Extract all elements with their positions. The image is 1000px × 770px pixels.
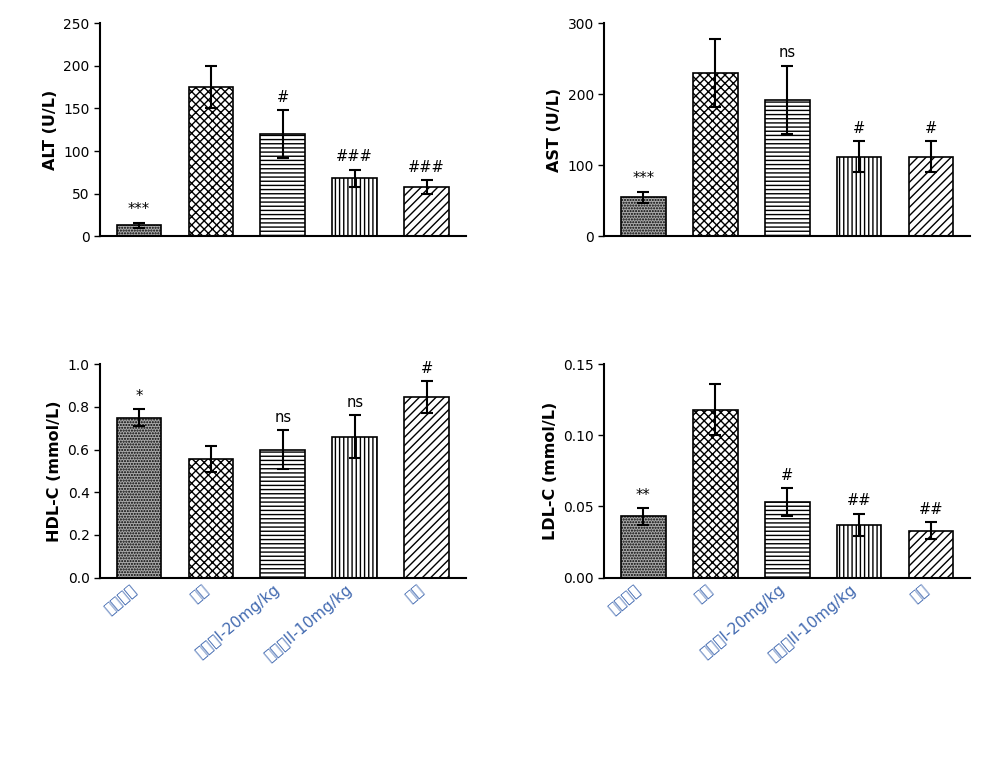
Text: ##: ## — [847, 494, 871, 508]
Y-axis label: HDL-C (mmol/L): HDL-C (mmol/L) — [47, 400, 62, 541]
Text: #: # — [925, 121, 937, 136]
Bar — [189, 87, 233, 236]
Bar — [693, 410, 738, 578]
Bar — [621, 197, 666, 236]
Text: #: # — [853, 121, 865, 136]
Bar — [765, 100, 810, 236]
Bar — [332, 437, 377, 578]
Text: #: # — [781, 467, 793, 483]
Bar — [404, 187, 449, 236]
Text: #: # — [421, 361, 433, 376]
Bar — [837, 157, 881, 236]
Bar — [117, 226, 161, 236]
Text: ##: ## — [919, 502, 943, 517]
Y-axis label: AST (U/L): AST (U/L) — [547, 88, 562, 172]
Text: ###: ### — [408, 159, 445, 175]
Bar — [189, 459, 233, 578]
Text: ***: *** — [632, 171, 654, 186]
Text: **: ** — [636, 487, 651, 503]
Bar — [765, 502, 810, 578]
Bar — [117, 417, 161, 578]
Y-axis label: LDL-C (mmol/L): LDL-C (mmol/L) — [543, 402, 558, 540]
Bar — [260, 134, 305, 236]
Text: ###: ### — [336, 149, 373, 165]
Bar — [332, 179, 377, 236]
Text: ns: ns — [346, 395, 363, 410]
Bar — [909, 157, 953, 236]
Text: #: # — [277, 90, 289, 105]
Bar — [837, 525, 881, 578]
Bar — [621, 517, 666, 578]
Text: *: * — [135, 389, 143, 404]
Bar — [404, 397, 449, 578]
Bar — [260, 450, 305, 578]
Bar — [693, 73, 738, 236]
Y-axis label: ALT (U/L): ALT (U/L) — [43, 89, 58, 170]
Text: ns: ns — [274, 410, 291, 425]
Text: ***: *** — [128, 203, 150, 217]
Bar — [909, 531, 953, 578]
Text: ns: ns — [779, 45, 796, 60]
